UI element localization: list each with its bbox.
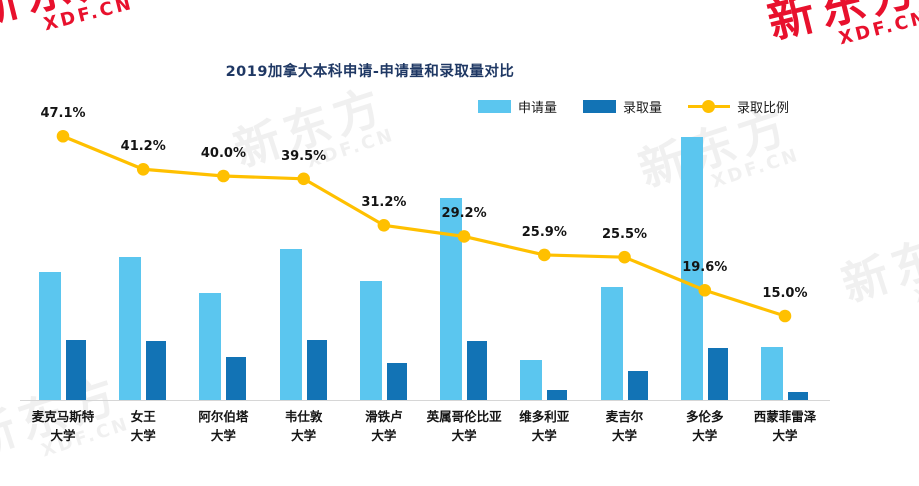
category-label-line1: 麦克马斯特 [31,409,95,424]
category-label-line2: 大学 [210,428,236,444]
ratio-value-label: 31.2% [361,195,407,211]
legend-label-applications: 申请量 [518,101,558,116]
ratio-line [62,134,786,318]
ratio-value-label: 15.0% [762,286,808,301]
x-axis-line [20,400,830,401]
ratio-marker [377,218,391,232]
ratio-marker [136,162,150,176]
legend-item-admissions: 录取量 [583,97,662,116]
ratio-value-label: 41.2% [120,139,166,155]
ratio-marker [778,309,792,323]
application-bar [359,281,382,400]
application-bar [760,347,783,400]
category-label: 麦克马斯特 大学 [18,407,108,446]
ratio-marker [618,250,631,264]
chart-legend: 申请量 录取量 录取比例 [478,97,789,116]
category-label-line1: 女王 [130,409,156,424]
category-label-line1: 麦吉尔 [605,409,644,424]
application-bar [520,360,543,400]
application-bar [279,249,302,400]
admission-bar [66,340,86,400]
application-bar [440,198,463,400]
admission-bar [386,363,407,400]
legend-item-ratio: 录取比例 [688,97,789,116]
legend-label-admissions: 录取量 [623,101,663,116]
applications-swatch [478,100,511,113]
category-label-line1: 阿尔伯塔 [198,409,249,424]
ratio-marker-swatch [702,100,716,113]
category-label: 滑铁卢 大学 [339,407,429,446]
admission-bar [627,371,648,400]
category-label: 多伦多 大学 [660,407,750,446]
chart-title: 2019加拿大本科申请-申请量和录取量对比 [225,64,515,80]
category-label-line1: 西蒙菲雷泽 [753,409,817,424]
category-label-line2: 大学 [612,428,638,444]
admission-bar [547,390,568,400]
category-label-line1: 滑铁卢 [365,409,403,424]
ratio-value-label: 25.9% [521,224,567,240]
application-bar [39,272,61,400]
ratio-value-label: 29.2% [441,206,487,222]
category-label-line1: 英属哥伦比亚 [426,409,502,424]
category-label-line2: 大学 [130,428,156,444]
ratio-value-label: 25.5% [601,227,648,243]
ratio-marker [538,248,551,262]
ratio-value-label: 47.1% [40,106,86,122]
admission-bar [146,341,167,400]
category-label-line1: 多伦多 [685,409,724,424]
admission-bar [707,348,728,400]
ratio-marker [56,129,70,143]
category-label: 女王 大学 [98,407,188,446]
category-label: 西蒙菲雷泽 大学 [740,407,830,446]
ratio-value-label: 39.5% [281,148,327,164]
legend-item-applications: 申请量 [478,97,557,116]
category-label: 韦仕敦 大学 [259,407,349,446]
application-bar [119,257,142,400]
admissions-swatch [583,100,617,113]
application-bar [199,293,222,400]
category-label-line2: 大学 [772,428,798,444]
ratio-value-label: 19.6% [682,260,728,276]
ratio-value-label: 40.0% [200,146,246,161]
admission-bar [467,341,488,400]
application-bar [600,287,623,400]
category-label-line2: 大学 [451,428,477,444]
category-label: 麦吉尔 大学 [580,407,670,446]
category-label-line2: 大学 [50,428,76,444]
legend-label-ratio: 录取比例 [737,101,790,116]
category-label-line2: 大学 [531,428,557,444]
category-label: 英属哥伦比亚 大学 [419,407,509,446]
category-label-line2: 大学 [692,428,718,444]
ratio-marker [297,172,310,186]
category-label-line2: 大学 [371,428,397,444]
ratio-line-swatch [688,100,731,113]
category-label: 维多利亚 大学 [499,407,589,446]
ratio-marker [217,169,230,183]
category-label: 阿尔伯塔 大学 [178,407,268,446]
category-label-line1: 韦仕敦 [284,409,323,424]
category-label-line2: 大学 [291,428,317,444]
admission-bar [787,392,808,400]
admission-bar [306,340,327,400]
admission-bar [226,357,247,400]
category-label-line1: 维多利亚 [519,409,570,424]
